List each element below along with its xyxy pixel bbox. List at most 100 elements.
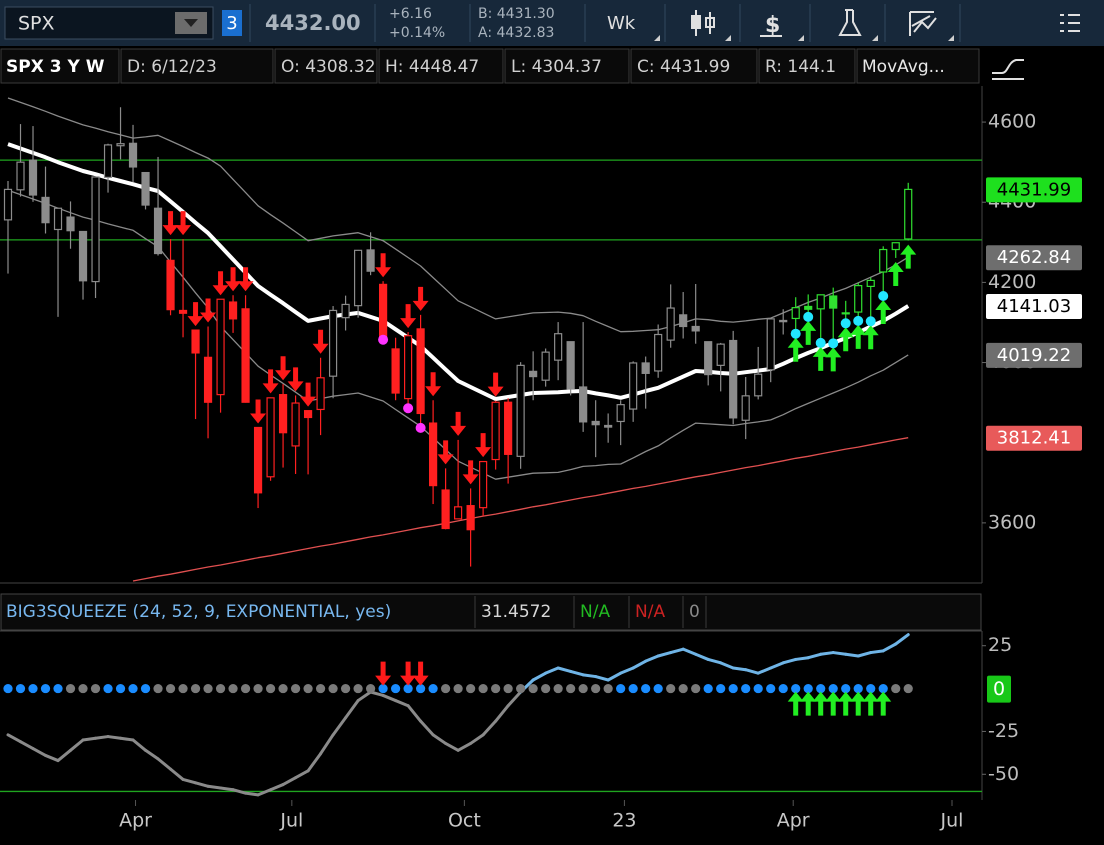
candle-body	[529, 370, 538, 378]
indicator-line	[331, 716, 348, 737]
candle-body	[128, 142, 138, 168]
buy-arrow	[850, 324, 867, 349]
squeeze-dot	[666, 683, 676, 694]
signal-dot	[853, 315, 864, 326]
candle-body	[891, 242, 900, 251]
sell-arrow	[412, 661, 429, 686]
style-icon[interactable]	[992, 59, 1024, 80]
squeeze-dot	[190, 683, 201, 694]
candle-body	[91, 176, 100, 283]
buy-arrow	[787, 691, 804, 716]
squeeze-dot	[128, 683, 138, 694]
x-tick-label: 23	[612, 810, 636, 832]
candle-body	[391, 348, 400, 394]
price-label: 4431.99	[997, 179, 1071, 200]
buy-arrow	[812, 691, 829, 716]
squeeze-dot	[478, 683, 488, 694]
squeeze-dot	[653, 683, 663, 694]
indicator-line	[594, 675, 610, 682]
squeeze-dot	[528, 683, 538, 694]
candle-body	[904, 188, 913, 240]
squeeze-dot	[441, 683, 451, 694]
buy-arrow	[875, 691, 892, 716]
indicator-line	[769, 661, 785, 670]
squeeze-dot	[453, 683, 463, 694]
y-tick-label: 25	[988, 634, 1012, 656]
squeeze-dot	[841, 683, 851, 694]
candle-body	[854, 285, 863, 313]
toolbar-icons[interactable]: $	[691, 9, 1080, 38]
indicator-line	[881, 642, 898, 653]
candle-body	[191, 329, 200, 354]
buy-arrow	[862, 691, 879, 716]
indicator-line	[569, 669, 585, 677]
sell-arrow	[212, 271, 229, 296]
squeeze-dot	[40, 683, 51, 694]
squeeze-dot	[716, 683, 726, 694]
squeeze-dot	[328, 683, 338, 694]
close: C: 4431.99	[637, 57, 730, 77]
sell-arrow	[450, 411, 467, 436]
squeeze-dot	[353, 683, 363, 694]
indicator-line	[531, 671, 548, 682]
indicator-line	[606, 671, 623, 682]
indicator-line	[281, 776, 298, 787]
link-box[interactable]	[222, 10, 242, 36]
squeeze-dot	[340, 683, 351, 694]
indicator-line	[69, 738, 85, 752]
signal-dot	[878, 291, 889, 302]
squeeze-dot	[828, 683, 838, 694]
x-tick-label: Apr	[119, 810, 152, 832]
indicator-line	[694, 652, 710, 661]
candle-body	[504, 401, 513, 455]
indicator-line	[806, 652, 823, 660]
candle-body	[416, 328, 425, 415]
indicator-line	[556, 666, 573, 673]
buy-arrow	[875, 300, 892, 325]
ask: A: 4432.83	[478, 25, 554, 41]
candle-body	[16, 161, 25, 191]
squeeze-dot	[903, 683, 913, 694]
squeeze-dot	[215, 683, 226, 694]
candle-body	[441, 489, 450, 530]
candle-body	[278, 394, 288, 434]
candle-body	[353, 249, 363, 307]
sell-arrow	[437, 440, 454, 465]
range: R: 144.1	[765, 57, 836, 77]
candle-body	[554, 333, 563, 361]
candle-body	[328, 309, 338, 377]
indicator-line	[356, 690, 373, 703]
buy-arrow	[812, 346, 829, 371]
high: H: 4448.47	[385, 57, 479, 77]
squeeze-dot	[115, 683, 126, 694]
menu-corners	[654, 35, 954, 41]
squeeze-dot	[541, 683, 551, 694]
indicator-line	[669, 647, 685, 655]
indicator-line	[119, 736, 135, 742]
x-tick-label: Oct	[448, 810, 481, 832]
candle-body	[779, 319, 788, 323]
status-label: N/A	[580, 602, 610, 622]
studies[interactable]: MovAvg...	[862, 57, 945, 77]
squeeze-dot	[516, 683, 526, 694]
squeeze-dot	[278, 683, 288, 694]
indicator-line	[719, 661, 735, 670]
squeeze-dot	[703, 683, 713, 694]
indicator-line	[756, 666, 773, 675]
buy-arrow	[825, 691, 842, 716]
toolbar-dividers	[249, 4, 961, 42]
indicator-line	[819, 651, 835, 656]
period[interactable]: Wk	[607, 13, 636, 34]
candle-body	[616, 404, 625, 423]
candle-body	[866, 279, 875, 288]
signal-dot	[840, 318, 851, 329]
indicator-line	[494, 704, 510, 723]
indicator-line	[56, 748, 73, 763]
indicator-line	[831, 651, 848, 656]
squeeze-dot	[891, 683, 901, 694]
sell-arrow	[275, 356, 292, 381]
buy-arrow	[837, 327, 854, 352]
